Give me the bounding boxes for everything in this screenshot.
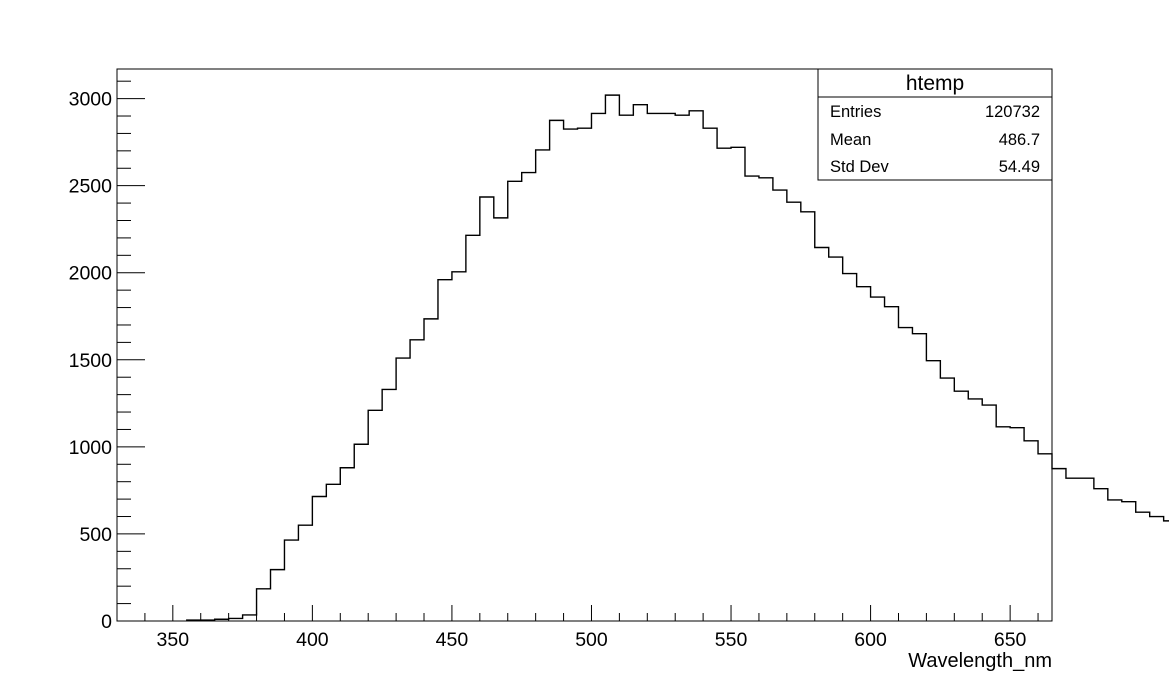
stats-entries-value: 120732 (985, 103, 1040, 121)
x-tick-label: 450 (436, 629, 469, 651)
y-axis: 0 500 1000 1500 2000 2500 3000 (69, 80, 145, 633)
plot-frame (116, 68, 1053, 622)
stats-stddev-value: 54.49 (999, 158, 1040, 176)
y-tick-label: 1500 (69, 350, 113, 372)
stats-title: htemp (906, 72, 964, 95)
y-tick-label: 0 (101, 611, 112, 633)
y-tick-label: 2000 (69, 263, 113, 285)
stats-stddev-label: Std Dev (830, 158, 889, 176)
stats-box-frame (817, 68, 1053, 181)
x-tick-label: 350 (157, 629, 190, 651)
stats-box: htemp Entries 120732 Mean 486.7 Std Dev … (817, 68, 1053, 181)
x-tick-label: 400 (296, 629, 329, 651)
x-axis-title: Wavelength_nm (908, 650, 1052, 672)
x-axis: 350 400 450 500 550 600 650 (144, 605, 1039, 651)
y-tick-label: 2500 (69, 176, 113, 198)
y-tick-label: 3000 (69, 89, 113, 111)
y-tick-label: 1000 (69, 437, 113, 459)
x-tick-label: 500 (575, 629, 608, 651)
stats-mean-value: 486.7 (999, 131, 1040, 149)
x-tick-label: 650 (994, 629, 1027, 651)
stats-entries-label: Entries (830, 103, 881, 121)
x-tick-label: 600 (854, 629, 887, 651)
y-tick-label: 500 (79, 524, 112, 546)
stats-mean-label: Mean (830, 131, 871, 149)
x-tick-label: 550 (715, 629, 748, 651)
histogram-series (186, 94, 1169, 621)
